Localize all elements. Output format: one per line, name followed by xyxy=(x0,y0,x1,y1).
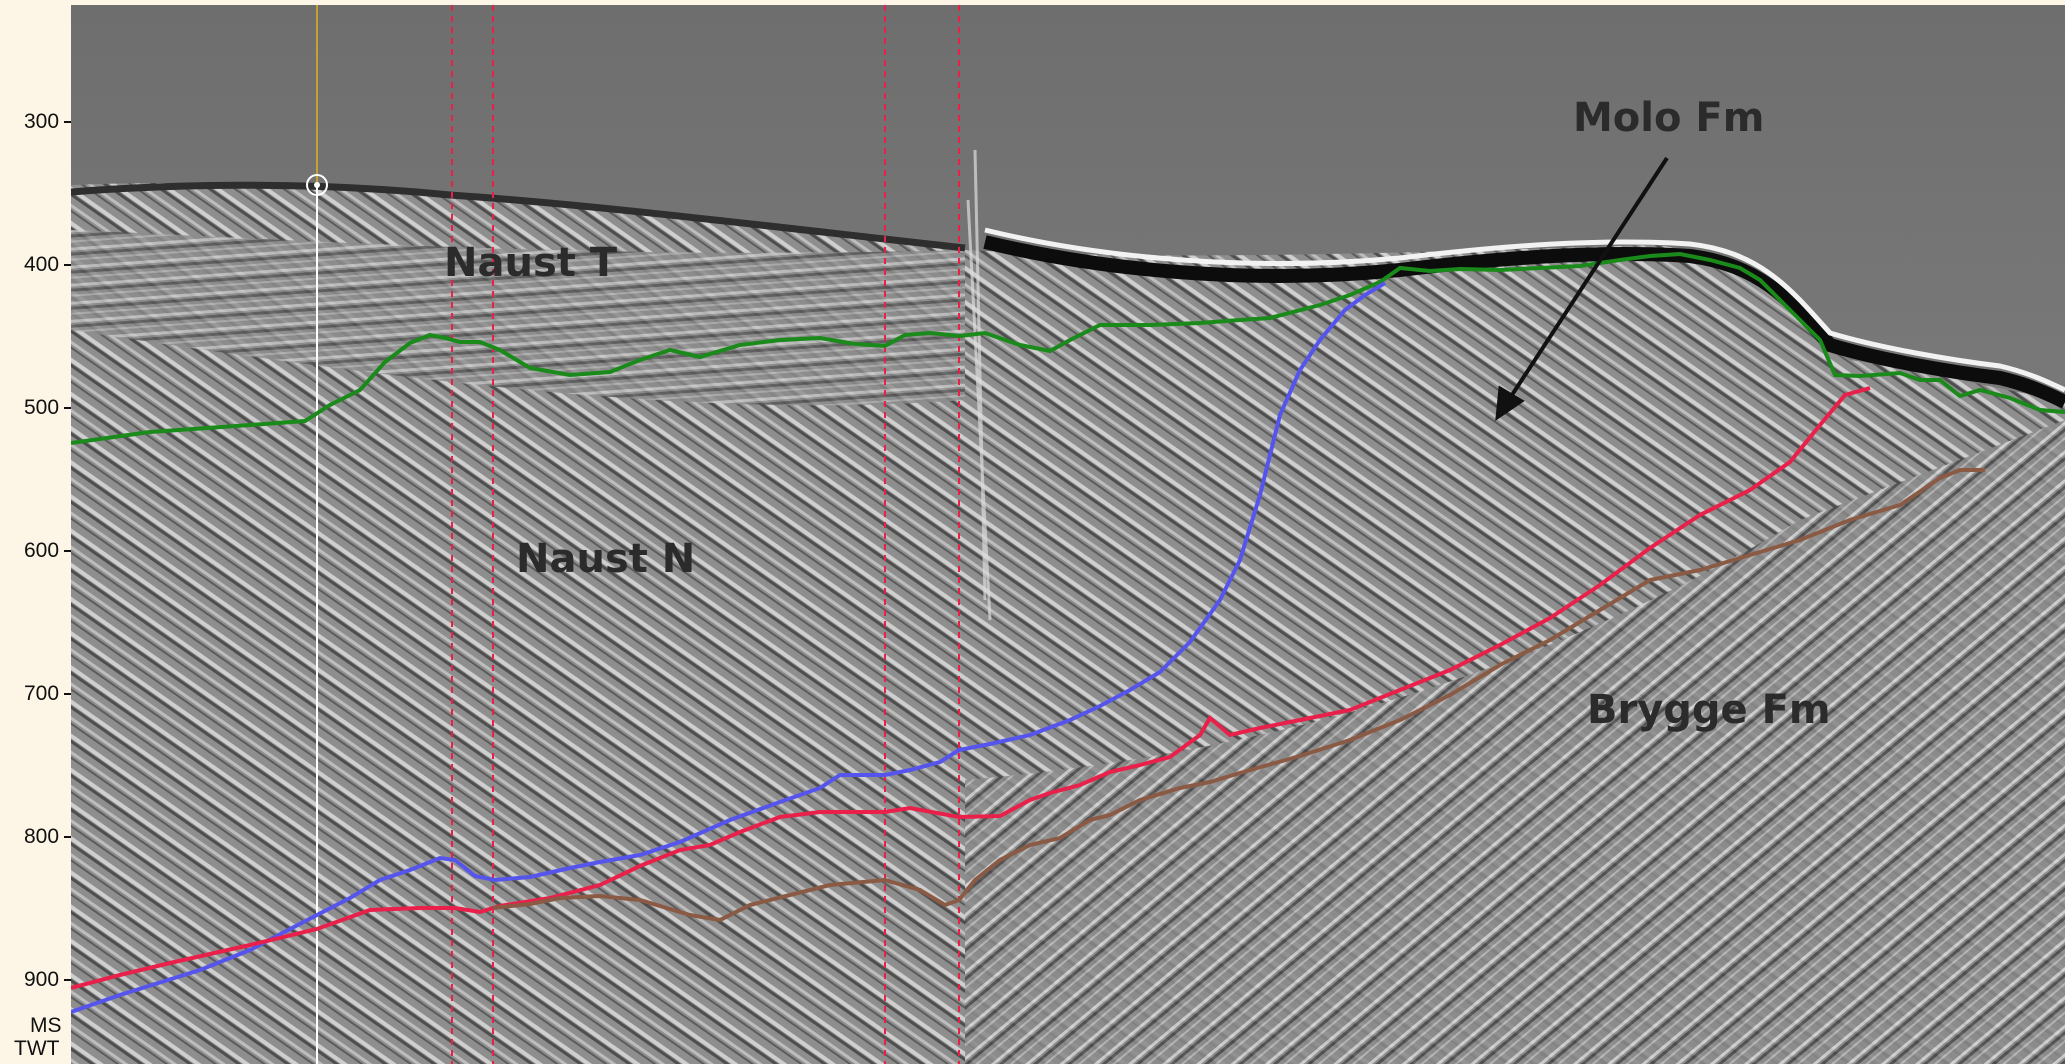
twt-axis: 300 400 500 600 700 800 900 MS TWT xyxy=(0,0,71,1064)
seismic-section: Naust T Naust N Molo Fm Brygge Fm xyxy=(71,5,2065,1064)
tick-label-600: 600 xyxy=(24,539,60,562)
tick-mark-800 xyxy=(64,836,71,838)
molo-arrow-head-icon xyxy=(1495,385,1525,422)
seabed-reflector xyxy=(71,181,966,252)
tick-mark-600 xyxy=(64,550,71,552)
brown-horizon[interactable] xyxy=(492,468,1985,923)
tick-mark-400 xyxy=(64,264,71,266)
tick-label-700: 700 xyxy=(24,682,60,705)
unit-twt-label: TWT xyxy=(14,1037,60,1060)
tick-label-800: 800 xyxy=(24,825,60,848)
tick-label-400: 400 xyxy=(24,253,60,276)
brygge-reflectors xyxy=(965,420,2065,1064)
blue-horizon[interactable] xyxy=(71,281,1387,1014)
fault-diffraction xyxy=(966,149,992,621)
label-naust-n: Naust N xyxy=(516,536,695,582)
tick-mark-900 xyxy=(64,979,71,981)
green-horizon[interactable] xyxy=(71,251,2065,445)
label-molo-fm: Molo Fm xyxy=(1573,95,1764,141)
molo-arrow-shaft xyxy=(1508,156,1669,400)
tick-label-900: 900 xyxy=(24,968,60,991)
well-marker-icon[interactable] xyxy=(306,174,328,196)
tick-mark-500 xyxy=(64,407,71,409)
molo-clinoforms xyxy=(1300,266,1860,600)
label-naust-t: Naust T xyxy=(444,240,618,286)
naust-flat-reflectors xyxy=(71,230,965,406)
tick-label-500: 500 xyxy=(24,396,60,419)
red-horizon[interactable] xyxy=(71,386,1871,990)
tick-label-300: 300 xyxy=(24,110,60,133)
label-brygge-fm: Brygge Fm xyxy=(1587,687,1831,733)
fault-lines xyxy=(451,5,960,1064)
tick-mark-300 xyxy=(64,121,71,123)
molo-high-amplitude-halo xyxy=(984,227,2065,393)
tick-mark-700 xyxy=(64,693,71,695)
well-marker-dot-icon xyxy=(314,182,320,188)
unit-ms-label: MS xyxy=(30,1014,62,1037)
